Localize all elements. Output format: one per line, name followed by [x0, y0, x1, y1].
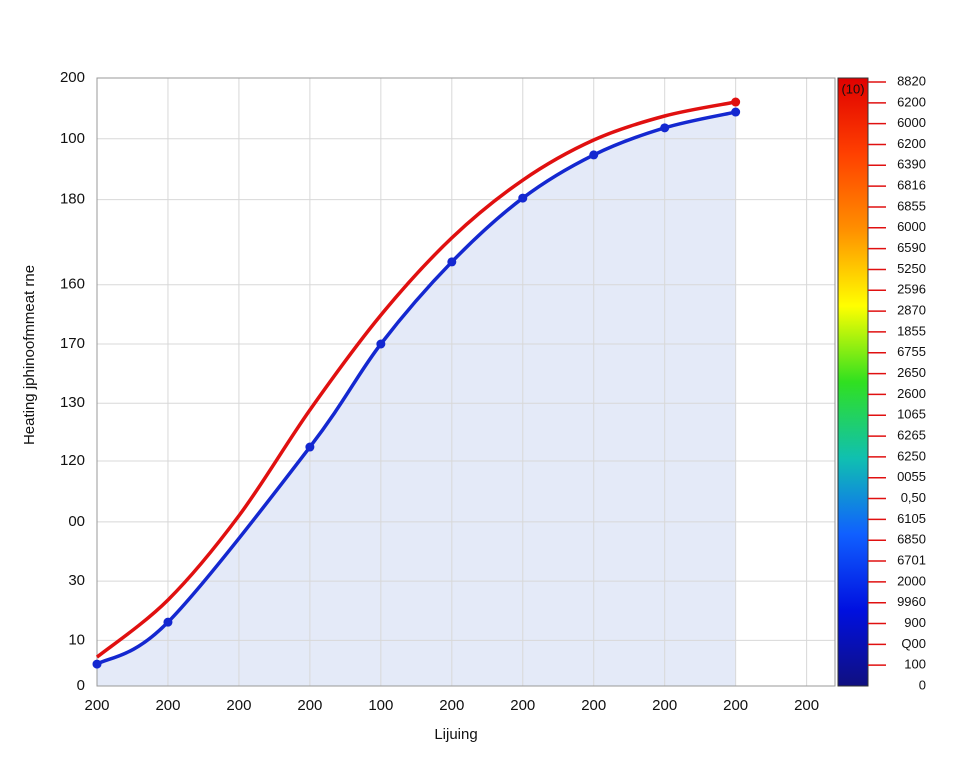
- y-axis-label: Heating jphinoofmmeat rne: [21, 265, 38, 445]
- colorbar-label: 5250: [897, 261, 926, 276]
- x-tick-label: 200: [723, 697, 748, 714]
- colorbar-label: 6265: [897, 428, 926, 443]
- colorbar-label: 6105: [897, 511, 926, 526]
- y-tick-label: 0: [77, 677, 85, 694]
- plot-frame: [96, 77, 836, 687]
- colorbar-bar: [837, 77, 869, 687]
- point: [589, 150, 599, 160]
- y-tick-label: 200: [60, 69, 85, 86]
- colorbar-label: 6250: [897, 448, 926, 463]
- colorbar-label: Q00: [901, 636, 926, 651]
- line: [95, 100, 736, 659]
- x-tick-label: 200: [581, 697, 606, 714]
- colorbar-label: 2650: [897, 365, 926, 380]
- y-tick-label: 100: [60, 130, 85, 147]
- y-tick-label: 160: [60, 276, 85, 293]
- line: [96, 110, 737, 666]
- colorbar-label: 9960: [897, 594, 926, 609]
- x-tick-label: 200: [652, 697, 677, 714]
- x-tick-label: 100: [368, 697, 393, 714]
- colorbar-label: 2000: [897, 573, 926, 588]
- x-tick-label: 200: [226, 697, 251, 714]
- colorbar-label: 2870: [897, 303, 926, 318]
- colorbar-label: 6000: [897, 219, 926, 234]
- colorbar-label: 6390: [897, 157, 926, 172]
- x-tick-label: 200: [297, 697, 322, 714]
- colorbar-label: 6850: [897, 532, 926, 547]
- y-tick-label: 170: [60, 335, 85, 352]
- colorbar-label: 6590: [897, 240, 926, 255]
- point: [660, 123, 670, 133]
- colorbar-label: 6755: [897, 344, 926, 359]
- x-tick-label: 200: [510, 697, 535, 714]
- area: [97, 112, 736, 687]
- colorbar-label: 100: [904, 657, 926, 672]
- colorbar-label: 1855: [897, 323, 926, 338]
- point: [518, 193, 528, 203]
- y-tick-label: 130: [60, 394, 85, 411]
- colorbar-label: 6701: [897, 552, 926, 567]
- colorbar-label: 1065: [897, 407, 926, 422]
- x-tick-label: 200: [794, 697, 819, 714]
- colorbar-label: 2596: [897, 282, 926, 297]
- colorbar: (10) 8820 6200 6000 6200 6390 6816 6855 6000 6590…: [837, 73, 926, 692]
- y-tick-label: 30: [68, 572, 85, 589]
- point: [447, 257, 457, 267]
- y-tick-label: 10: [68, 631, 85, 648]
- colorbar-label: 0,50: [901, 490, 926, 505]
- colorbar-title: (10): [841, 81, 864, 96]
- colorbar-label: 6200: [897, 94, 926, 109]
- point: [731, 97, 741, 107]
- colorbar-label: 0: [919, 677, 926, 692]
- colorbar-label: 6000: [897, 115, 926, 130]
- x-tick-label: 200: [439, 697, 464, 714]
- point: [376, 339, 386, 349]
- point: [305, 442, 315, 452]
- colorbar-label: 6816: [897, 178, 926, 193]
- colorbar-label: 6200: [897, 136, 926, 151]
- x-tick-label: 200: [155, 697, 180, 714]
- y-tick-label: 00: [68, 513, 85, 530]
- x-tick-label: 200: [84, 697, 109, 714]
- x-axis-label: Lijuing: [434, 726, 477, 743]
- colorbar-label: 6855: [897, 198, 926, 213]
- point: [731, 107, 741, 117]
- point: [92, 659, 102, 669]
- colorbar-label: 8820: [897, 73, 926, 88]
- colorbar-label: 0055: [897, 469, 926, 484]
- colorbar-label: 900: [904, 615, 926, 630]
- y-tick-label: 120: [60, 452, 85, 469]
- colorbar-label: 2600: [897, 386, 926, 401]
- y-tick-label: 180: [60, 191, 85, 208]
- point: [163, 617, 173, 627]
